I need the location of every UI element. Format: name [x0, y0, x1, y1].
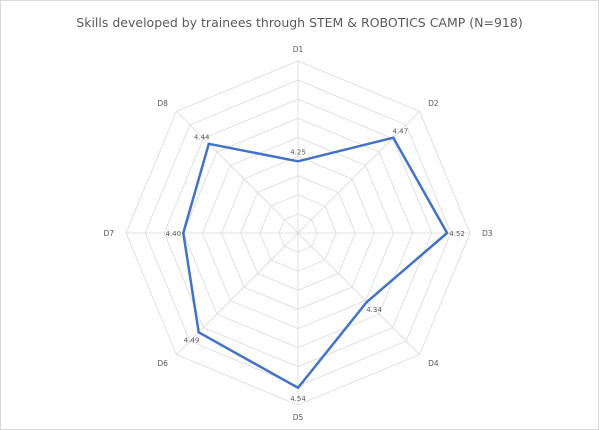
spoke-d4: [297, 232, 420, 355]
radar-data-labels: 4.25 4.47 4.52 4.34 4.54 4.49 4.40 4.44: [166, 128, 465, 403]
data-label-d6: 4.49: [184, 336, 200, 344]
radar-axis-labels: D1 D2 D3 D4 D5 D6 D7 D8: [103, 45, 492, 422]
radar-series: [182, 136, 449, 390]
axis-label-d8: D8: [157, 99, 168, 108]
axis-label-d5: D5: [293, 413, 304, 422]
data-label-d7: 4.40: [166, 230, 182, 238]
data-label-d8: 4.44: [194, 134, 210, 142]
radar-spokes: [126, 61, 470, 405]
series-line: [182, 136, 449, 390]
data-label-d3: 4.52: [449, 230, 465, 238]
axis-label-d4: D4: [428, 359, 439, 368]
data-label-d2: 4.47: [393, 128, 409, 136]
axis-label-d3: D3: [482, 229, 493, 238]
spoke-d6: [176, 232, 299, 355]
spoke-d2: [297, 111, 420, 234]
data-label-d1: 4.25: [290, 148, 306, 156]
axis-label-d7: D7: [103, 229, 114, 238]
data-label-d5: 4.54: [290, 395, 306, 403]
axis-label-d1: D1: [293, 45, 304, 54]
spoke-d8: [176, 111, 299, 234]
data-label-d4: 4.34: [366, 306, 382, 314]
chart-title: Skills developed by trainees through STE…: [76, 15, 523, 30]
axis-label-d6: D6: [157, 359, 168, 368]
axis-label-d2: D2: [428, 99, 439, 108]
